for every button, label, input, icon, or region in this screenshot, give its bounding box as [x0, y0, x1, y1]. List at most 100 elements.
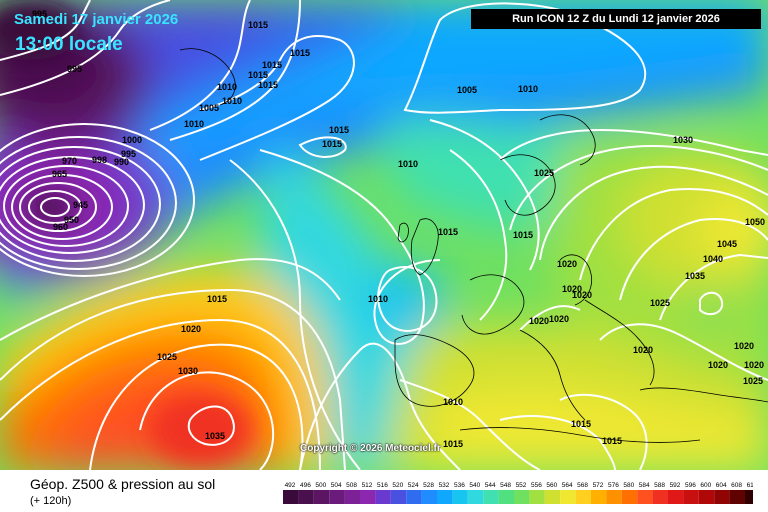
legend-color-swatch — [714, 490, 730, 504]
pressure-label: 1025 — [743, 376, 763, 386]
legend-color-swatch — [560, 490, 576, 504]
legend-tick-label: 512 — [362, 482, 373, 489]
pressure-label: 970 — [62, 156, 77, 166]
legend-color-swatch — [406, 490, 422, 504]
legend-tick-label: 612 — [747, 482, 753, 489]
pressure-label: 1005 — [457, 85, 477, 95]
pressure-label: 1020 — [708, 360, 728, 370]
legend-color-swatch — [683, 490, 699, 504]
pressure-label: 1015 — [207, 294, 227, 304]
legend-color-swatch — [452, 490, 468, 504]
pressure-label: 1025 — [157, 352, 177, 362]
pressure-label: 1010 — [222, 96, 242, 106]
forecast-lead-time: (+ 120h) — [30, 495, 72, 507]
forecast-local-time: 13:00 locale — [15, 34, 123, 55]
pressure-label: 1015 — [329, 125, 349, 135]
pressure-label: 1015 — [248, 70, 268, 80]
pressure-label: 1040 — [703, 254, 723, 264]
legend-tick-label: 576 — [608, 482, 619, 489]
legend-tick-label: 608 — [731, 482, 742, 489]
pressure-label: 1000 — [122, 135, 142, 145]
legend-color-swatch — [637, 490, 653, 504]
legend-color-swatch — [621, 490, 638, 504]
pressure-label: 995 — [121, 149, 136, 159]
pressure-label: 1015 — [322, 139, 342, 149]
pressure-label: 1020 — [557, 259, 577, 269]
pressure-label: 1035 — [205, 431, 225, 441]
legend-color-swatch — [344, 490, 360, 504]
coastlines — [179, 48, 768, 443]
legend-tick-label: 520 — [392, 482, 403, 489]
legend-tick-label: 584 — [639, 482, 650, 489]
legend-tick-label: 580 — [623, 482, 634, 489]
legend-color-swatch — [437, 490, 453, 504]
pressure-label: 1050 — [745, 217, 765, 227]
pressure-labels: 995 1015 995 1015 1015 1015 1010 1015 10… — [32, 9, 765, 449]
legend-tick-label: 556 — [531, 482, 542, 489]
legend-color-swatch — [467, 490, 484, 504]
pressure-label: 950 — [64, 215, 79, 225]
legend-tick-label: 544 — [485, 482, 496, 489]
legend-tick-label: 504 — [331, 482, 342, 489]
pressure-label: 1020 — [744, 360, 764, 370]
pressure-label: 1030 — [673, 135, 693, 145]
pressure-label: 1035 — [685, 271, 705, 281]
legend-color-swatch — [529, 490, 545, 504]
pressure-label: 945 — [73, 200, 88, 210]
legend-tick-label: 508 — [346, 482, 357, 489]
legend-tick-label: 500 — [315, 482, 326, 489]
legend-tick-label: 604 — [716, 482, 727, 489]
color-scale-legend: 492 496 500 504 508 512 516 520 524 528 532 536 540 5… — [283, 482, 753, 504]
pressure-label: 990 — [114, 157, 129, 167]
model-run-banner: Run ICON 12 Z du Lundi 12 janvier 2026 — [471, 9, 761, 29]
pressure-label: 1015 — [258, 80, 278, 90]
weather-map: 995 1015 995 1015 1015 1015 1010 1015 10… — [0, 0, 768, 470]
map-parameter-title: Géop. Z500 & pression au sol — [30, 476, 216, 492]
legend-tick-label: 588 — [654, 482, 665, 489]
legend-color-swatch — [313, 490, 330, 504]
pressure-label: 1015 — [571, 419, 591, 429]
legend-tick-label: 524 — [408, 482, 419, 489]
legend-tick-label: 564 — [562, 482, 573, 489]
legend-color-swatch — [360, 490, 376, 504]
legend-color-swatch — [544, 490, 561, 504]
legend-tick-label: 552 — [516, 482, 527, 489]
pressure-label: 1025 — [534, 168, 554, 178]
model-run-text: Run ICON 12 Z du Lundi 12 janvier 2026 — [512, 13, 720, 25]
pressure-label: 995 — [32, 9, 47, 19]
legend-color-swatch — [698, 490, 715, 504]
pressure-label: 1045 — [717, 239, 737, 249]
legend-tick-label: 536 — [454, 482, 465, 489]
pressure-label: 1025 — [650, 298, 670, 308]
legend-color-swatch — [652, 490, 668, 504]
legend-color-swatch — [514, 490, 530, 504]
legend-tick-label: 572 — [593, 482, 604, 489]
legend-tick-label: 600 — [700, 482, 711, 489]
legend-tick-label: 592 — [670, 482, 681, 489]
pressure-label: 1015 — [438, 227, 458, 237]
pressure-label: 1015 — [513, 230, 533, 240]
pressure-label: 1020 — [562, 284, 582, 294]
legend-tick-label: 568 — [577, 482, 588, 489]
legend-tick-label: 596 — [685, 482, 696, 489]
pressure-label: 1010 — [518, 84, 538, 94]
legend-color-swatch — [745, 490, 753, 504]
legend-color-swatch — [421, 490, 437, 504]
legend-color-swatch — [668, 490, 684, 504]
pressure-label: 1010 — [184, 119, 204, 129]
legend-tick-label: 516 — [377, 482, 388, 489]
legend-tick-label: 496 — [300, 482, 311, 489]
pressure-label: 960 — [53, 222, 68, 232]
legend-tick-label: 532 — [439, 482, 450, 489]
legend-color-swatch — [575, 490, 591, 504]
pressure-label: 995 — [67, 64, 82, 74]
legend-color-swatch — [606, 490, 622, 504]
pressure-label: 1015 — [443, 439, 463, 449]
copyright-notice: Copyright © 2026 Meteociel.fr — [300, 443, 441, 454]
pressure-label: 1015 — [262, 60, 282, 70]
pressure-label: 1020 — [633, 345, 653, 355]
legend-color-swatch — [591, 490, 607, 504]
pressure-label: 1015 — [602, 436, 622, 446]
isobar-lines — [0, 0, 768, 470]
